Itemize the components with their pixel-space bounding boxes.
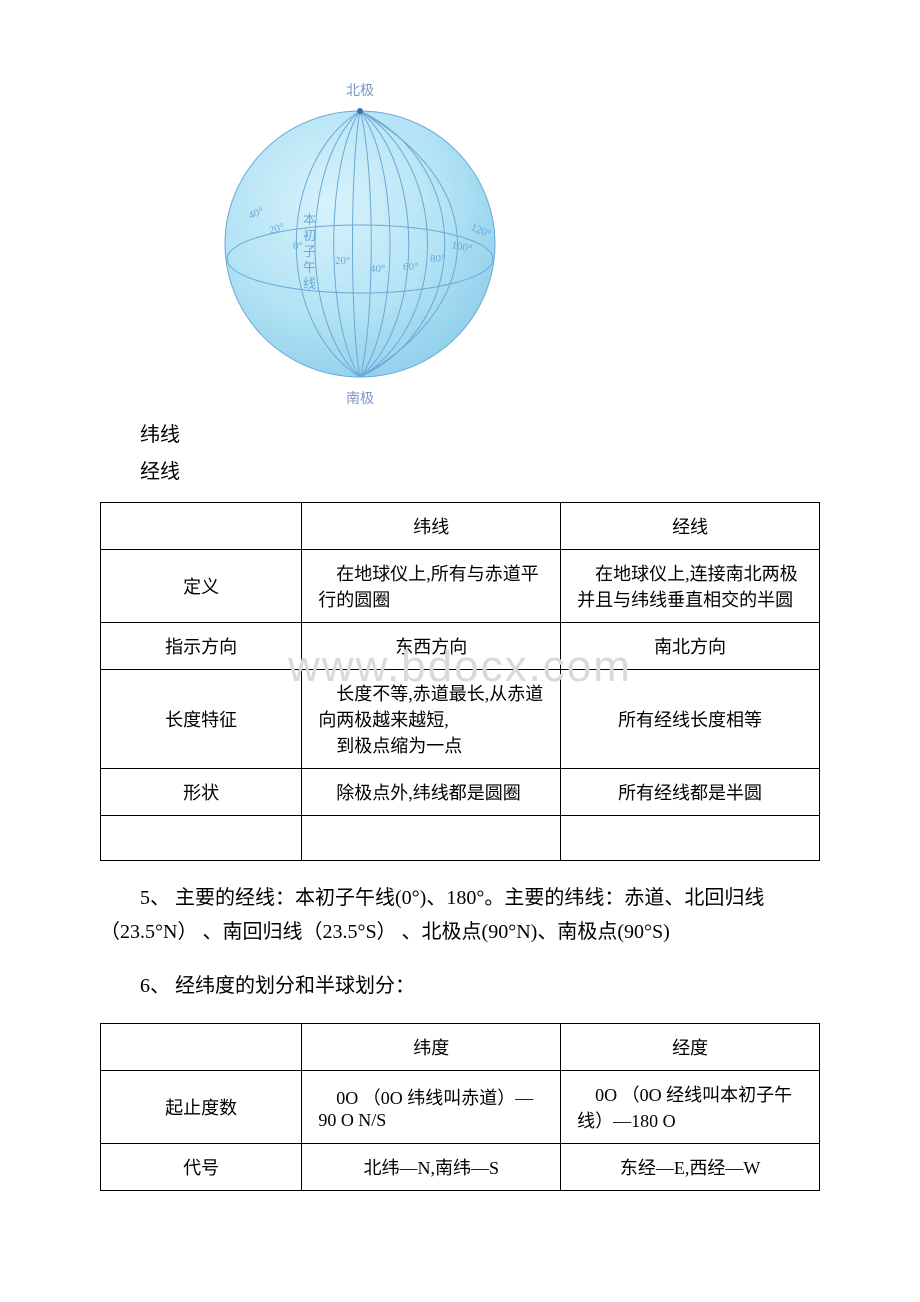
svg-text:20°: 20°: [335, 255, 350, 267]
table-row: 起止度数 0O （0O 纬线叫赤道）—90 O N/S 0O （0O 经线叫本初…: [101, 1071, 820, 1144]
table-cell: 东经—E,西经—W: [561, 1144, 820, 1191]
table-cell: 除极点外,纬线都是圆圈: [302, 769, 561, 816]
table-row: 指示方向 东西方向 南北方向: [101, 623, 820, 670]
svg-text:0°: 0°: [293, 240, 303, 252]
table-cell: 东西方向: [302, 623, 561, 670]
globe-figure: 北极 40° 20° 0° 20° 40° 60° 80°: [200, 80, 520, 408]
svg-text:子: 子: [303, 244, 316, 259]
table-row: 形状 除极点外,纬线都是圆圈 所有经线都是半圆: [101, 769, 820, 816]
table-cell: [101, 1024, 302, 1071]
table-cell: [101, 503, 302, 550]
table-cell: 指示方向: [101, 623, 302, 670]
table-cell: 所有经线都是半圆: [561, 769, 820, 816]
table-cell: 0O （0O 纬线叫赤道）—90 O N/S: [302, 1071, 561, 1144]
table-cell: 形状: [101, 769, 302, 816]
table-cell: 在地球仪上,连接南北两极并且与纬线垂直相交的半圆: [561, 550, 820, 623]
table-cell: [302, 816, 561, 861]
svg-text:初: 初: [303, 228, 316, 243]
table-cell: 南北方向: [561, 623, 820, 670]
table-cell: 起止度数: [101, 1071, 302, 1144]
north-pole-label: 北极: [200, 80, 520, 100]
table-cell: 北纬—N,南纬—S: [302, 1144, 561, 1191]
table-row: 纬线 经线: [101, 503, 820, 550]
paragraph-6: 6、 经纬度的划分和半球划分：: [100, 969, 820, 1003]
table-cell: 长度不等,赤道最长,从赤道向两极越来越短, 到极点缩为一点: [302, 670, 561, 769]
svg-text:线: 线: [303, 276, 316, 291]
table-row: 长度特征 长度不等,赤道最长,从赤道向两极越来越短, 到极点缩为一点 所有经线长…: [101, 670, 820, 769]
table-cell: 长度特征: [101, 670, 302, 769]
table-cell: 纬线: [302, 503, 561, 550]
table-row: 定义 在地球仪上,所有与赤道平行的圆圈 在地球仪上,连接南北两极并且与纬线垂直相…: [101, 550, 820, 623]
table-cell: [561, 816, 820, 861]
paragraph-5: 5、 主要的经线：本初子午线(0°)、180°。主要的纬线：赤道、北回归线（23…: [100, 881, 820, 949]
svg-text:本: 本: [303, 212, 316, 227]
table-cell: 经度: [561, 1024, 820, 1071]
table-row: 代号 北纬—N,南纬—S 东经—E,西经—W: [101, 1144, 820, 1191]
globe-svg: 40° 20° 0° 20° 40° 60° 80° 100° 120° 本 初…: [215, 104, 505, 384]
svg-text:午: 午: [303, 260, 316, 275]
svg-text:60°: 60°: [403, 261, 418, 273]
south-pole-label: 南极: [200, 388, 520, 408]
table-row: 纬度 经度: [101, 1024, 820, 1071]
table-cell: 代号: [101, 1144, 302, 1191]
label-jingxian: 经线: [140, 455, 820, 484]
table-cell: 所有经线长度相等: [561, 670, 820, 769]
table-cell: [101, 816, 302, 861]
table-cell: 定义: [101, 550, 302, 623]
table-cell: 0O （0O 经线叫本初子午线）—180 O: [561, 1071, 820, 1144]
table-degrees: 纬度 经度 起止度数 0O （0O 纬线叫赤道）—90 O N/S 0O （0O…: [100, 1023, 820, 1191]
svg-text:40°: 40°: [370, 263, 385, 275]
table-cell: 经线: [561, 503, 820, 550]
table-row: [101, 816, 820, 861]
table-lines-compare: 纬线 经线 定义 在地球仪上,所有与赤道平行的圆圈 在地球仪上,连接南北两极并且…: [100, 502, 820, 861]
label-weixian: 纬线: [140, 418, 820, 447]
svg-text:80°: 80°: [430, 253, 445, 265]
table-cell: 纬度: [302, 1024, 561, 1071]
table-cell: 在地球仪上,所有与赤道平行的圆圈: [302, 550, 561, 623]
